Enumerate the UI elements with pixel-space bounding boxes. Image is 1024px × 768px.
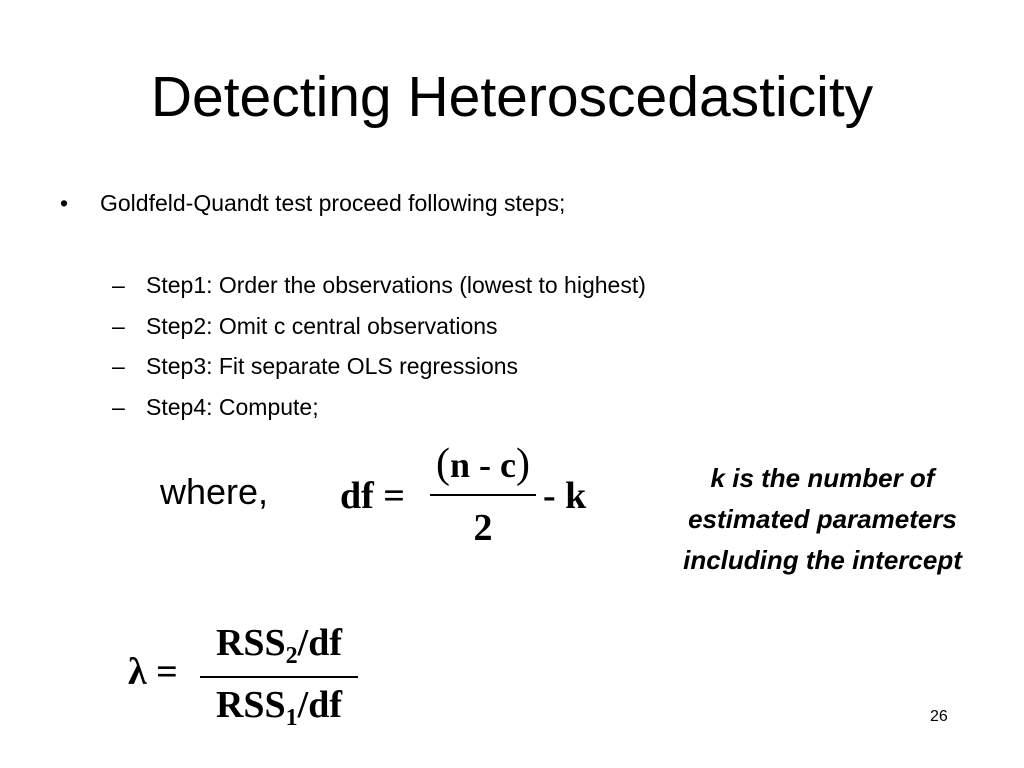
df-divisor: /df	[297, 684, 343, 726]
lambda-denominator: RSS1/df	[200, 682, 358, 731]
rss-label: RSS	[215, 622, 286, 664]
dash-marker: –	[112, 272, 125, 298]
rss-subscript: 2	[285, 643, 298, 669]
dash-marker: –	[112, 394, 125, 420]
where-label: where,	[160, 471, 269, 512]
lambda-numerator: RSS2/df	[200, 620, 358, 669]
rss-label: RSS	[215, 684, 286, 726]
step-text: Step2: Omit c central observations	[146, 313, 498, 339]
dash-marker: –	[112, 353, 125, 379]
k-definition-note: k is the number of estimated parameters …	[683, 463, 962, 575]
df-numerator-text: n - c	[450, 445, 516, 485]
step-text: Step3: Fit separate OLS regressions	[146, 353, 519, 379]
df-denominator: 2	[473, 507, 493, 549]
bullet-marker: •	[60, 190, 69, 216]
open-paren: (	[436, 441, 450, 487]
df-fraction-bar	[430, 494, 536, 496]
dash-marker: –	[112, 313, 125, 339]
lambda-fraction-bar	[200, 676, 358, 678]
close-paren: )	[516, 441, 530, 487]
bullet-text: Goldfeld-Quandt test proceed following s…	[100, 190, 566, 216]
step-text: Step4: Compute;	[146, 394, 319, 420]
df-divisor: /df	[297, 622, 343, 664]
lambda-lhs: λ =	[128, 651, 178, 693]
step-text: Step1: Order the observations (lowest to…	[146, 272, 646, 298]
df-tail: - k	[543, 475, 587, 517]
page-number: 26	[930, 708, 948, 725]
df-numerator: (n - c)	[430, 442, 536, 487]
df-lhs: df =	[340, 475, 405, 517]
slide-title: Detecting Heteroscedasticity	[150, 65, 874, 129]
rss-subscript: 1	[285, 705, 298, 731]
